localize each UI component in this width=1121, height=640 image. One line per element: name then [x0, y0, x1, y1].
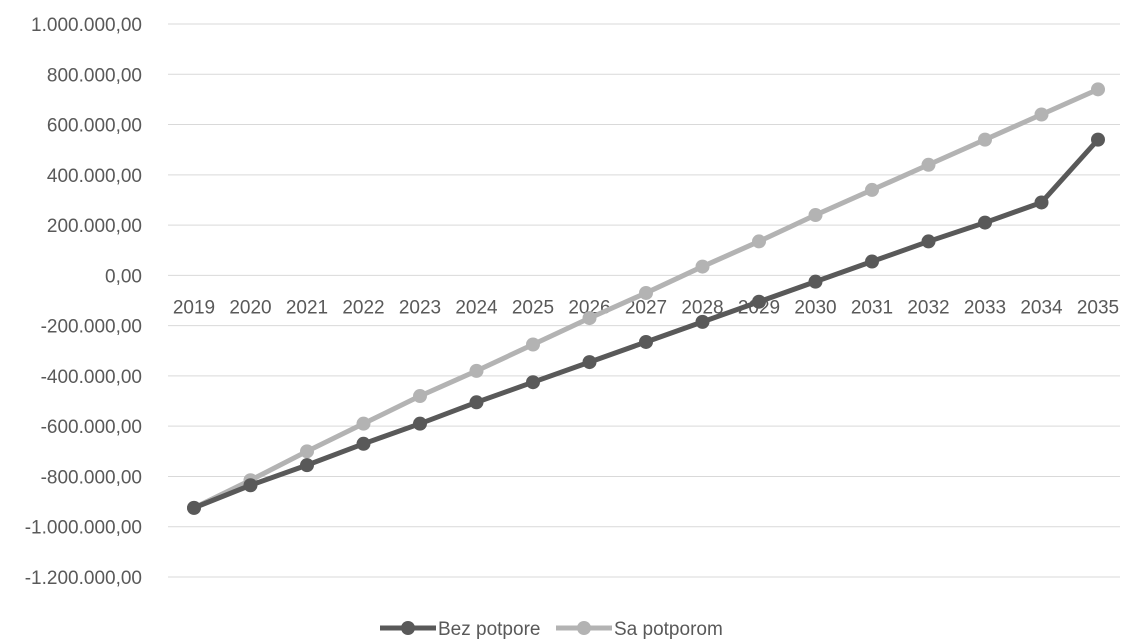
- x-axis-ticks: 2019 2020 2021 2022 2023 2024 2025 2026 2027 2028…: [173, 297, 1119, 318]
- x-tick-label: 2022: [342, 297, 384, 318]
- legend-entry: Bez potpore: [380, 619, 540, 640]
- y-axis-ticks: 1.000.000,00 800.000,00 600.000,00 400.000,…: [25, 15, 142, 589]
- data-point: [752, 294, 766, 309]
- x-tick-label: 2028: [681, 297, 723, 318]
- data-point: [469, 363, 484, 378]
- y-tick-label: -400.000,00: [41, 367, 142, 388]
- legend-marker: [401, 621, 415, 635]
- data-point: [582, 311, 597, 326]
- data-point: [808, 274, 823, 289]
- x-tick-label: 2031: [851, 297, 893, 318]
- y-tick-label: 400.000,00: [47, 166, 142, 187]
- x-tick-label: 2032: [907, 297, 949, 318]
- data-point: [639, 285, 653, 300]
- data-point: [865, 254, 879, 269]
- gridlines: [168, 23, 1120, 578]
- x-tick-label: 2023: [399, 297, 441, 318]
- series-line: [193, 137, 1100, 511]
- data-point: [1091, 132, 1105, 147]
- data-point: [921, 234, 936, 249]
- data-point: [808, 208, 823, 223]
- data-point: [356, 416, 371, 431]
- x-tick-label: 2035: [1077, 297, 1119, 318]
- y-tick-label: -600.000,00: [41, 417, 142, 438]
- x-tick-label: 2030: [794, 297, 836, 318]
- y-tick-label: -800.000,00: [41, 467, 142, 488]
- data-point: [1034, 107, 1049, 122]
- x-tick-label: 2034: [1020, 297, 1063, 318]
- data-point: [187, 500, 201, 515]
- data-point: [752, 234, 766, 249]
- y-tick-label: 1.000.000,00: [31, 15, 142, 36]
- data-point: [921, 157, 936, 172]
- x-tick-label: 2033: [964, 297, 1006, 318]
- data-point: [978, 215, 992, 230]
- data-point: [1034, 195, 1049, 210]
- x-tick-label: 2019: [173, 297, 215, 318]
- data-point: [695, 314, 710, 329]
- data-point: [865, 182, 879, 197]
- data-point: [526, 375, 540, 390]
- data-point: [639, 334, 653, 349]
- x-tick-label: 2027: [625, 297, 667, 318]
- data-point: [469, 395, 484, 410]
- series-layer: [187, 82, 1105, 515]
- data-point: [695, 259, 710, 274]
- x-tick-label: 2024: [455, 297, 498, 318]
- legend: Bez potpore Sa potporom: [380, 619, 723, 640]
- legend-marker: [577, 621, 591, 635]
- series-bez-potpore: [187, 132, 1105, 515]
- legend-label: Sa potporom: [614, 619, 723, 640]
- data-point: [413, 389, 427, 404]
- data-point: [582, 355, 597, 370]
- y-tick-label: 600.000,00: [47, 116, 142, 137]
- y-tick-label: 0,00: [105, 266, 142, 287]
- data-point: [300, 458, 314, 473]
- data-point: [243, 478, 258, 493]
- legend-entry: Sa potporom: [556, 619, 723, 640]
- y-tick-label: -1.000.000,00: [25, 518, 142, 539]
- data-point: [300, 444, 314, 459]
- legend-label: Bez potpore: [438, 619, 540, 640]
- data-point: [978, 132, 992, 147]
- x-tick-label: 2025: [512, 297, 554, 318]
- x-tick-label: 2020: [229, 297, 271, 318]
- x-tick-label: 2021: [286, 297, 328, 318]
- y-tick-label: -1.200.000,00: [25, 568, 142, 589]
- data-point: [526, 337, 540, 352]
- y-tick-label: -200.000,00: [41, 317, 142, 338]
- data-point: [1091, 82, 1105, 97]
- data-point: [356, 436, 371, 451]
- data-point: [413, 416, 427, 431]
- y-tick-label: 200.000,00: [47, 216, 142, 237]
- y-tick-label: 800.000,00: [47, 65, 142, 86]
